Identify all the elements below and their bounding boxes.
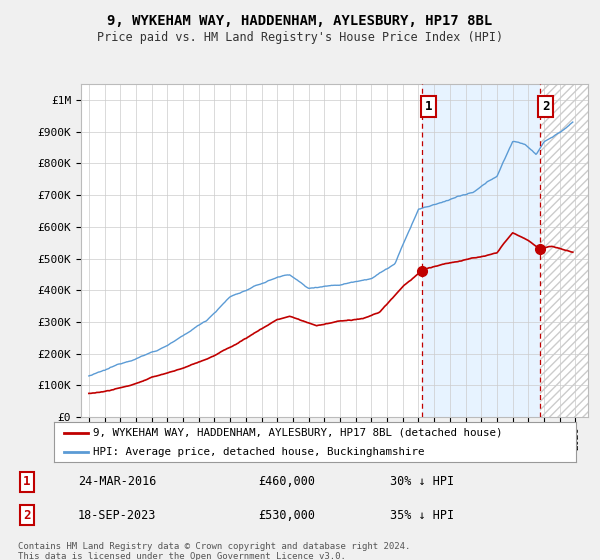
Text: 9, WYKEHAM WAY, HADDENHAM, AYLESBURY, HP17 8BL (detached house): 9, WYKEHAM WAY, HADDENHAM, AYLESBURY, HP…	[93, 428, 503, 438]
Bar	[422, 84, 539, 417]
Text: 2: 2	[23, 508, 31, 521]
Text: 1: 1	[23, 475, 31, 488]
Text: £530,000: £530,000	[258, 508, 315, 521]
Text: £460,000: £460,000	[258, 475, 315, 488]
Text: 30% ↓ HPI: 30% ↓ HPI	[390, 475, 454, 488]
Text: 24-MAR-2016: 24-MAR-2016	[78, 475, 157, 488]
Text: 35% ↓ HPI: 35% ↓ HPI	[390, 508, 454, 521]
Text: 18-SEP-2023: 18-SEP-2023	[78, 508, 157, 521]
Text: 2: 2	[542, 100, 550, 113]
Text: 1: 1	[424, 100, 432, 113]
Text: Contains HM Land Registry data © Crown copyright and database right 2024.
This d: Contains HM Land Registry data © Crown c…	[18, 542, 410, 560]
Text: HPI: Average price, detached house, Buckinghamshire: HPI: Average price, detached house, Buck…	[93, 447, 425, 457]
Text: Price paid vs. HM Land Registry's House Price Index (HPI): Price paid vs. HM Land Registry's House …	[97, 31, 503, 44]
Text: 9, WYKEHAM WAY, HADDENHAM, AYLESBURY, HP17 8BL: 9, WYKEHAM WAY, HADDENHAM, AYLESBURY, HP…	[107, 14, 493, 28]
Bar	[539, 84, 588, 417]
